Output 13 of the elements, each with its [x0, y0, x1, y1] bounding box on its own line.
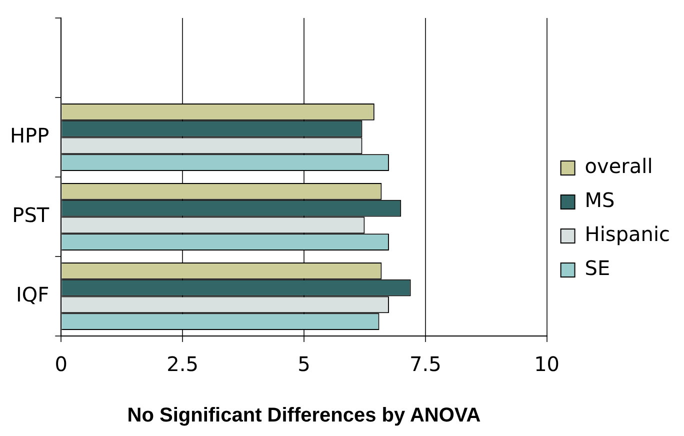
x-tick-label: 2.5: [166, 352, 198, 376]
legend-label: overall: [584, 154, 653, 178]
x-tick-label: 10: [534, 352, 560, 376]
y-tick-label: HPP: [10, 123, 50, 148]
y-tick-label: IQF: [16, 282, 50, 306]
x-tick-label: 0: [54, 352, 68, 376]
legend-label: MS: [584, 188, 615, 212]
x-axis-title: No Significant Differences by ANOVA: [127, 404, 481, 427]
x-tick-label: 7.5: [409, 352, 442, 376]
y-tick-label: PST: [12, 202, 50, 227]
x-tick-label: 5: [298, 352, 310, 376]
legend-label: SE: [584, 256, 610, 280]
legend-label: Hispanic: [584, 222, 670, 246]
